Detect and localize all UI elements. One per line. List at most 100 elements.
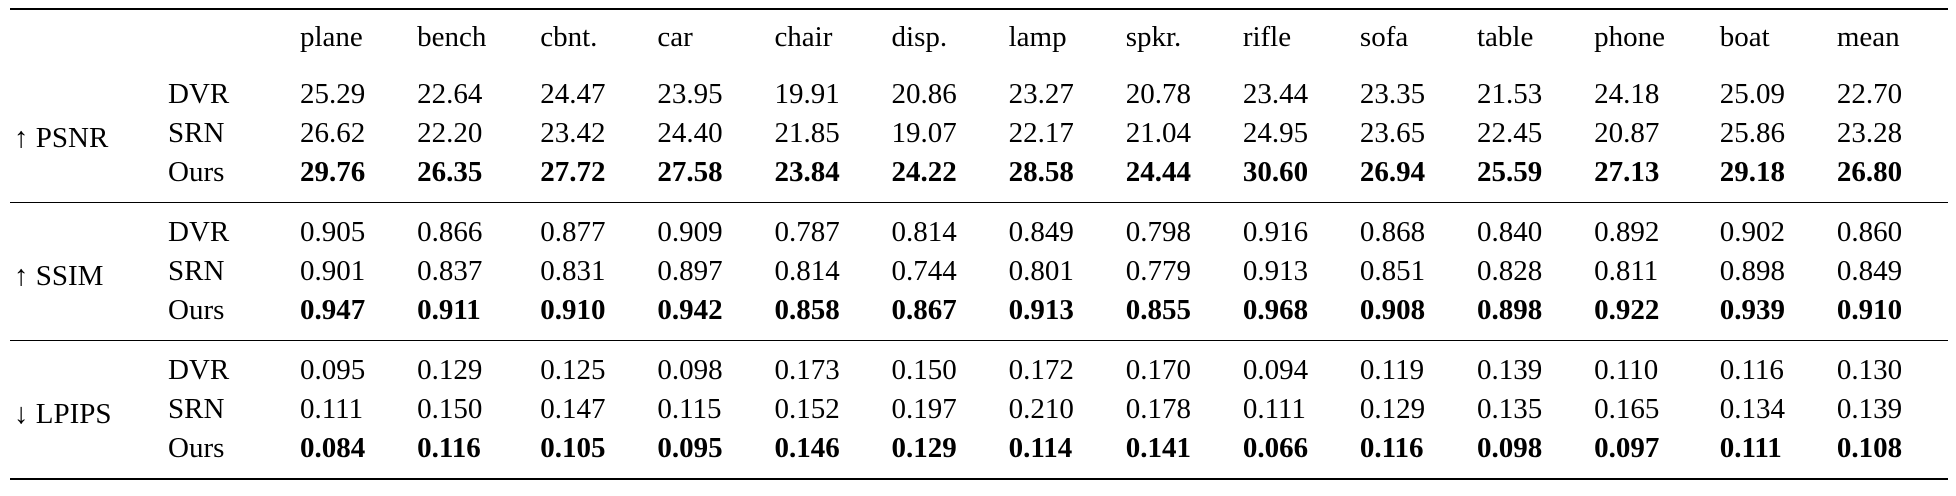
value-cell: 0.105: [540, 432, 606, 464]
value-cell: 0.097: [1594, 432, 1660, 464]
table-row: SRN 0.901 0.837 0.831 0.897 0.814 0.744 0.801 0.…: [10, 252, 1948, 291]
value-cell: 23.84: [774, 156, 840, 188]
method-label: SRN: [168, 393, 225, 425]
value-cell: 21.04: [1125, 117, 1191, 149]
value-cell: 0.947: [300, 294, 366, 326]
value-cell: 0.744: [891, 255, 957, 287]
value-cell: 26.80: [1836, 156, 1903, 188]
method-label: Ours: [168, 156, 225, 188]
results-table-container: plane bench cbnt. car chair disp. lamp s…: [10, 8, 1948, 480]
value-cell: 0.811: [1594, 255, 1659, 287]
value-cell: 0.814: [885, 202, 1003, 252]
column-header: table: [1477, 21, 1534, 53]
value-cell: 25.59: [1477, 156, 1543, 188]
value-cell: 0.095: [657, 432, 723, 464]
value-cell: 0.798: [1119, 202, 1237, 252]
column-header: sofa: [1359, 21, 1409, 53]
table-row: Ours 29.76 26.35 27.72 27.58 23.84 24.22 28.58 2…: [10, 153, 1948, 203]
table-row: Ours 0.084 0.116 0.105 0.095 0.146 0.129 0.114 0…: [10, 429, 1948, 479]
value-cell: 0.135: [1477, 393, 1543, 425]
value-cell: 0.858: [774, 294, 840, 326]
value-cell: 23.95: [657, 78, 723, 110]
value-cell: 22.45: [1477, 117, 1543, 149]
value-cell: 0.129: [891, 432, 957, 464]
column-header: plane: [300, 21, 363, 53]
value-cell: 0.787: [768, 202, 886, 252]
metric-label: ↑ SSIM: [10, 202, 164, 341]
value-cell: 0.855: [1125, 294, 1191, 326]
value-cell: 0.139: [1471, 340, 1589, 390]
value-cell: 0.116: [417, 432, 481, 464]
value-cell: 0.922: [1594, 294, 1660, 326]
value-cell: 0.877: [534, 202, 652, 252]
value-cell: 25.29: [300, 78, 366, 110]
value-cell: 0.115: [657, 393, 722, 425]
value-cell: 0.116: [1713, 340, 1831, 390]
value-cell: 0.866: [411, 202, 535, 252]
value-cell: 27.72: [540, 156, 606, 188]
value-cell: 0.119: [1353, 340, 1471, 390]
value-cell: 0.150: [417, 393, 483, 425]
value-cell: 26.62: [300, 117, 366, 149]
value-cell: 0.084: [300, 432, 366, 464]
value-cell: 23.42: [540, 117, 606, 149]
value-cell: 0.147: [540, 393, 606, 425]
value-cell: 0.116: [1359, 432, 1424, 464]
value-cell: 0.098: [651, 340, 769, 390]
value-cell: 0.170: [1119, 340, 1237, 390]
value-cell: 0.173: [768, 340, 886, 390]
value-cell: 0.867: [891, 294, 957, 326]
value-cell: 0.139: [1836, 393, 1903, 425]
column-header: chair: [774, 21, 833, 53]
value-cell: 0.898: [1719, 255, 1785, 287]
value-cell: 0.916: [1236, 202, 1354, 252]
method-label: DVR: [164, 340, 294, 390]
value-cell: 0.130: [1830, 340, 1948, 390]
value-cell: 0.141: [1125, 432, 1191, 464]
column-header: disp.: [891, 21, 948, 53]
value-cell: 0.801: [1008, 255, 1074, 287]
value-cell: 20.78: [1125, 78, 1191, 110]
value-cell: 19.91: [774, 78, 840, 110]
value-cell: 0.908: [1359, 294, 1426, 326]
metric-label: ↓ LPIPS: [10, 340, 164, 479]
value-cell: 0.172: [1002, 340, 1120, 390]
value-cell: 26.35: [417, 156, 483, 188]
value-cell: 22.70: [1836, 78, 1903, 110]
value-cell: 22.20: [417, 117, 483, 149]
value-cell: 0.828: [1477, 255, 1543, 287]
value-cell: 0.134: [1719, 393, 1785, 425]
value-cell: 0.779: [1125, 255, 1191, 287]
method-header-cell: [164, 9, 294, 65]
value-cell: 19.07: [891, 117, 957, 149]
table-row: ↑ SSIM DVR 0.905 0.866 0.877 0.909 0.787 0.814 0…: [10, 202, 1948, 341]
value-cell: 0.114: [1008, 432, 1073, 464]
value-cell: 0.910: [1836, 294, 1903, 326]
column-header: spkr.: [1125, 21, 1182, 53]
value-cell: 23.65: [1359, 117, 1426, 149]
value-cell: 29.76: [300, 156, 366, 188]
value-cell: 0.098: [1477, 432, 1543, 464]
value-cell: 0.868: [1353, 202, 1471, 252]
value-cell: 28.58: [1008, 156, 1074, 188]
value-cell: 0.111: [300, 393, 364, 425]
method-label: DVR: [164, 202, 294, 252]
table-row: SRN 26.62 22.20 23.42 24.40 21.85 19.07 22.17 21…: [10, 114, 1948, 153]
value-cell: 0.911: [417, 294, 481, 326]
table-row: ↓ LPIPS DVR 0.095 0.129 0.125 0.098 0.173 0.150…: [10, 340, 1948, 479]
value-cell: 20.86: [891, 78, 957, 110]
value-cell: 25.09: [1719, 78, 1785, 110]
value-cell: 0.108: [1836, 432, 1903, 464]
value-cell: 0.901: [300, 255, 366, 287]
table-header: plane bench cbnt. car chair disp. lamp s…: [10, 9, 1948, 65]
value-cell: 0.840: [1471, 202, 1589, 252]
value-cell: 0.110: [1588, 340, 1714, 390]
value-cell: 0.831: [540, 255, 606, 287]
table-row: Ours 0.947 0.911 0.910 0.942 0.858 0.867 0.913 0…: [10, 291, 1948, 341]
method-label: SRN: [168, 255, 225, 287]
value-cell: 24.44: [1125, 156, 1191, 188]
value-cell: 24.40: [657, 117, 723, 149]
value-cell: 0.860: [1830, 202, 1948, 252]
method-label: DVR: [168, 78, 230, 110]
value-cell: 0.898: [1477, 294, 1543, 326]
